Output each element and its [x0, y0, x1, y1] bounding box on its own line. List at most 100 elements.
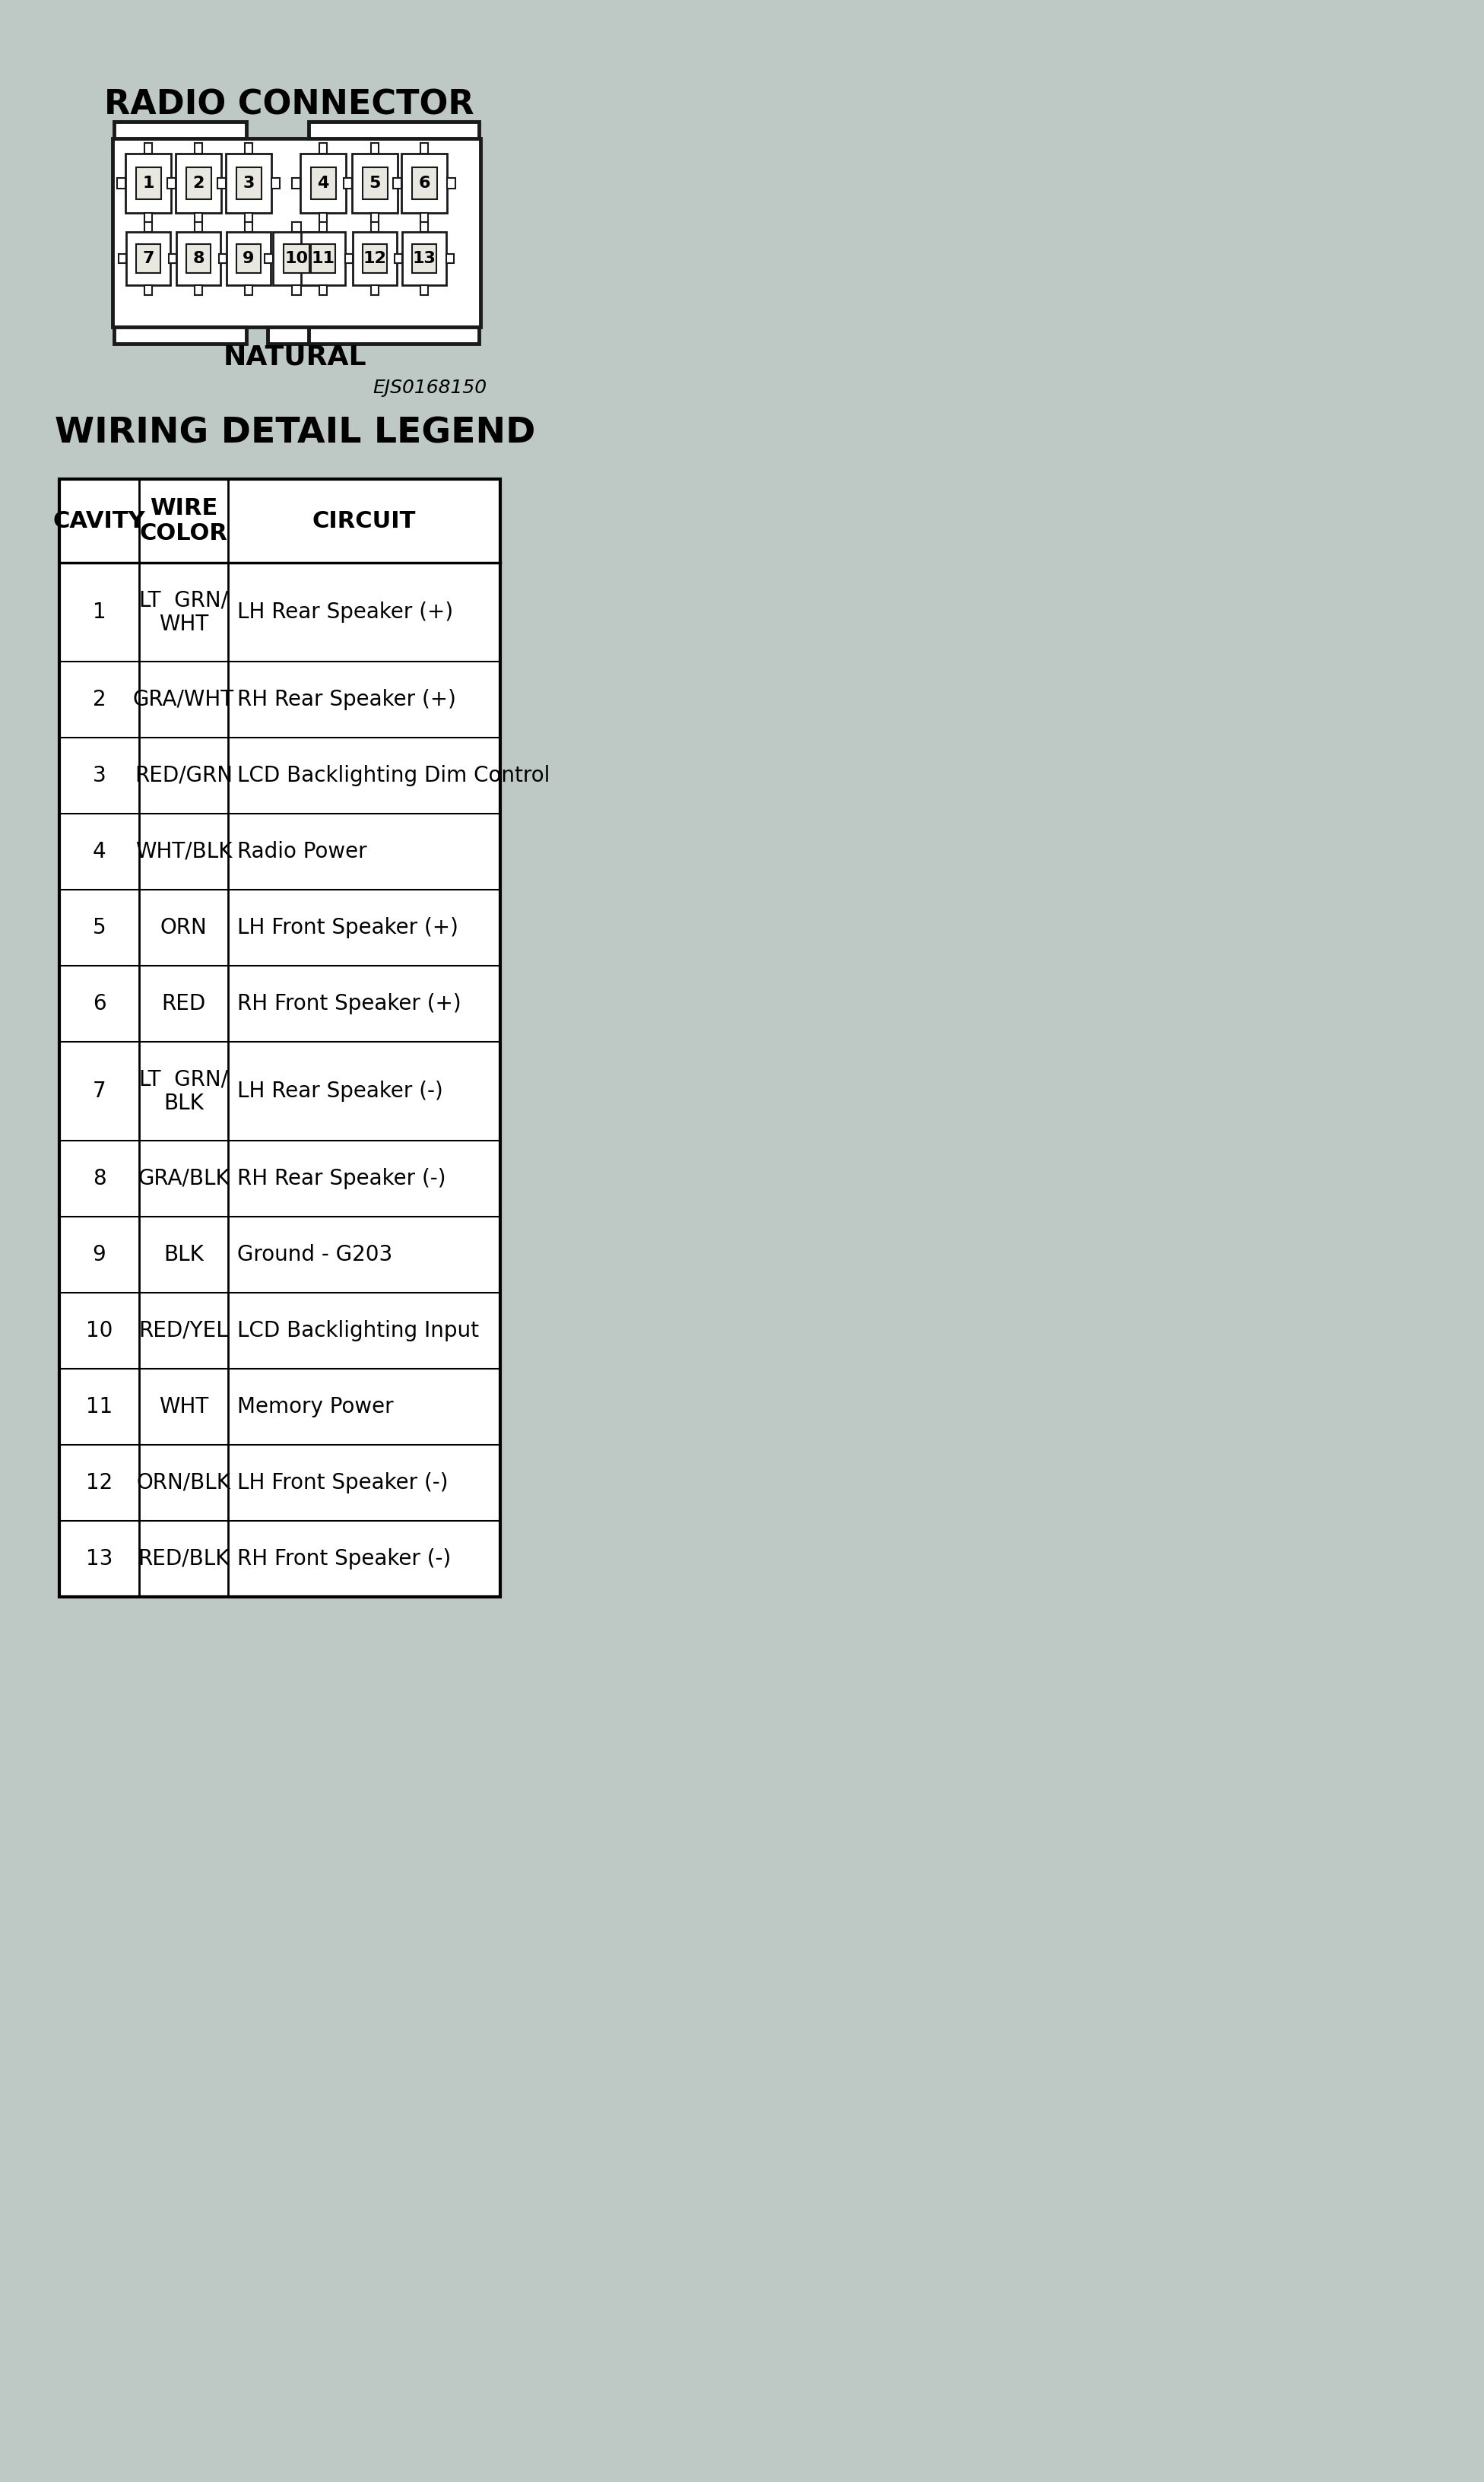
Text: 11: 11 [312, 251, 335, 266]
Bar [171, 179, 180, 189]
Text: 3: 3 [92, 764, 105, 787]
Bar [187, 243, 211, 273]
Text: 4: 4 [318, 176, 329, 191]
Bar [59, 479, 500, 1596]
Text: RH Front Speaker (-): RH Front Speaker (-) [237, 1549, 451, 1569]
Bar [114, 328, 246, 343]
Bar [319, 223, 326, 231]
Bar [283, 243, 310, 273]
Text: LT  GRN/
BLK: LT GRN/ BLK [139, 1070, 229, 1114]
Text: 1: 1 [92, 601, 105, 623]
Text: WHT: WHT [159, 1395, 208, 1417]
Bar [401, 154, 447, 213]
Bar [226, 154, 272, 213]
Text: ORN/BLK: ORN/BLK [137, 1472, 230, 1494]
Bar [312, 243, 335, 273]
Text: 10: 10 [86, 1320, 113, 1340]
Bar [353, 231, 396, 285]
Text: 12: 12 [364, 251, 386, 266]
Bar [194, 285, 202, 295]
Text: 5: 5 [92, 916, 105, 938]
Bar [171, 253, 178, 263]
Bar [59, 479, 500, 1596]
Bar [221, 179, 230, 189]
Text: WHT/BLK: WHT/BLK [135, 841, 232, 861]
Text: CAVITY: CAVITY [53, 509, 145, 531]
Bar [344, 253, 353, 263]
Bar [398, 179, 405, 189]
Bar [194, 213, 202, 223]
Text: LH Rear Speaker (-): LH Rear Speaker (-) [237, 1080, 444, 1102]
Bar [273, 231, 321, 285]
Bar [294, 253, 301, 263]
Bar [135, 166, 160, 199]
Bar [447, 179, 456, 189]
Bar [264, 253, 273, 263]
Bar [144, 285, 153, 295]
Text: CIRCUIT: CIRCUIT [312, 509, 416, 531]
Bar [411, 166, 436, 199]
Bar [371, 144, 378, 154]
Bar [114, 122, 246, 139]
Text: 2: 2 [92, 690, 105, 710]
Text: Radio Power: Radio Power [237, 841, 367, 861]
Bar [396, 253, 405, 263]
Text: 8: 8 [92, 1169, 105, 1189]
Bar [245, 213, 252, 223]
Bar [402, 231, 447, 285]
Text: 1: 1 [142, 176, 154, 191]
Text: LCD Backlighting Dim Control: LCD Backlighting Dim Control [237, 764, 551, 787]
Bar [194, 223, 202, 231]
Bar [413, 243, 436, 273]
Bar [245, 223, 252, 231]
Bar [272, 179, 279, 189]
Text: 13: 13 [86, 1549, 113, 1569]
Text: LH Front Speaker (-): LH Front Speaker (-) [237, 1472, 448, 1494]
Bar [309, 328, 479, 343]
Bar [227, 231, 270, 285]
Bar [144, 213, 153, 223]
Text: WIRE
COLOR: WIRE COLOR [139, 496, 227, 544]
Bar [393, 179, 401, 189]
Text: 7: 7 [142, 251, 154, 266]
Text: LCD Backlighting Input: LCD Backlighting Input [237, 1320, 479, 1340]
Bar [236, 243, 261, 273]
Bar [245, 144, 252, 154]
Bar [236, 166, 261, 199]
Text: 6: 6 [418, 176, 430, 191]
Bar [319, 144, 326, 154]
Text: RH Rear Speaker (-): RH Rear Speaker (-) [237, 1169, 445, 1189]
Text: RED/GRN: RED/GRN [135, 764, 233, 787]
Bar [310, 166, 335, 199]
Bar [319, 213, 326, 223]
Text: ORN: ORN [160, 916, 208, 938]
Text: GRA/BLK: GRA/BLK [138, 1169, 230, 1189]
Bar [300, 154, 346, 213]
Text: 10: 10 [285, 251, 309, 266]
Text: RED/BLK: RED/BLK [138, 1549, 230, 1569]
Text: 9: 9 [243, 251, 254, 266]
Bar [144, 144, 153, 154]
Bar [292, 285, 301, 295]
Bar [267, 328, 325, 343]
Bar [420, 213, 429, 223]
Text: 5: 5 [370, 176, 380, 191]
Bar [371, 223, 378, 231]
Bar [177, 231, 221, 285]
Text: LH Rear Speaker (+): LH Rear Speaker (+) [237, 601, 453, 623]
Bar [371, 213, 378, 223]
Text: RADIO CONNECTOR: RADIO CONNECTOR [104, 89, 473, 122]
Text: 11: 11 [86, 1395, 113, 1417]
Bar [117, 179, 126, 189]
Bar [175, 154, 221, 213]
Text: WIRING DETAIL LEGEND: WIRING DETAIL LEGEND [55, 417, 536, 452]
Bar [346, 253, 353, 263]
Bar [221, 253, 229, 263]
Text: 4: 4 [92, 841, 105, 861]
Text: Ground - G203: Ground - G203 [237, 1243, 392, 1266]
Bar [270, 253, 279, 263]
Bar [126, 231, 171, 285]
Text: LT  GRN/
WHT: LT GRN/ WHT [139, 591, 229, 635]
Bar [137, 243, 160, 273]
Text: EJS0168150: EJS0168150 [372, 380, 487, 397]
